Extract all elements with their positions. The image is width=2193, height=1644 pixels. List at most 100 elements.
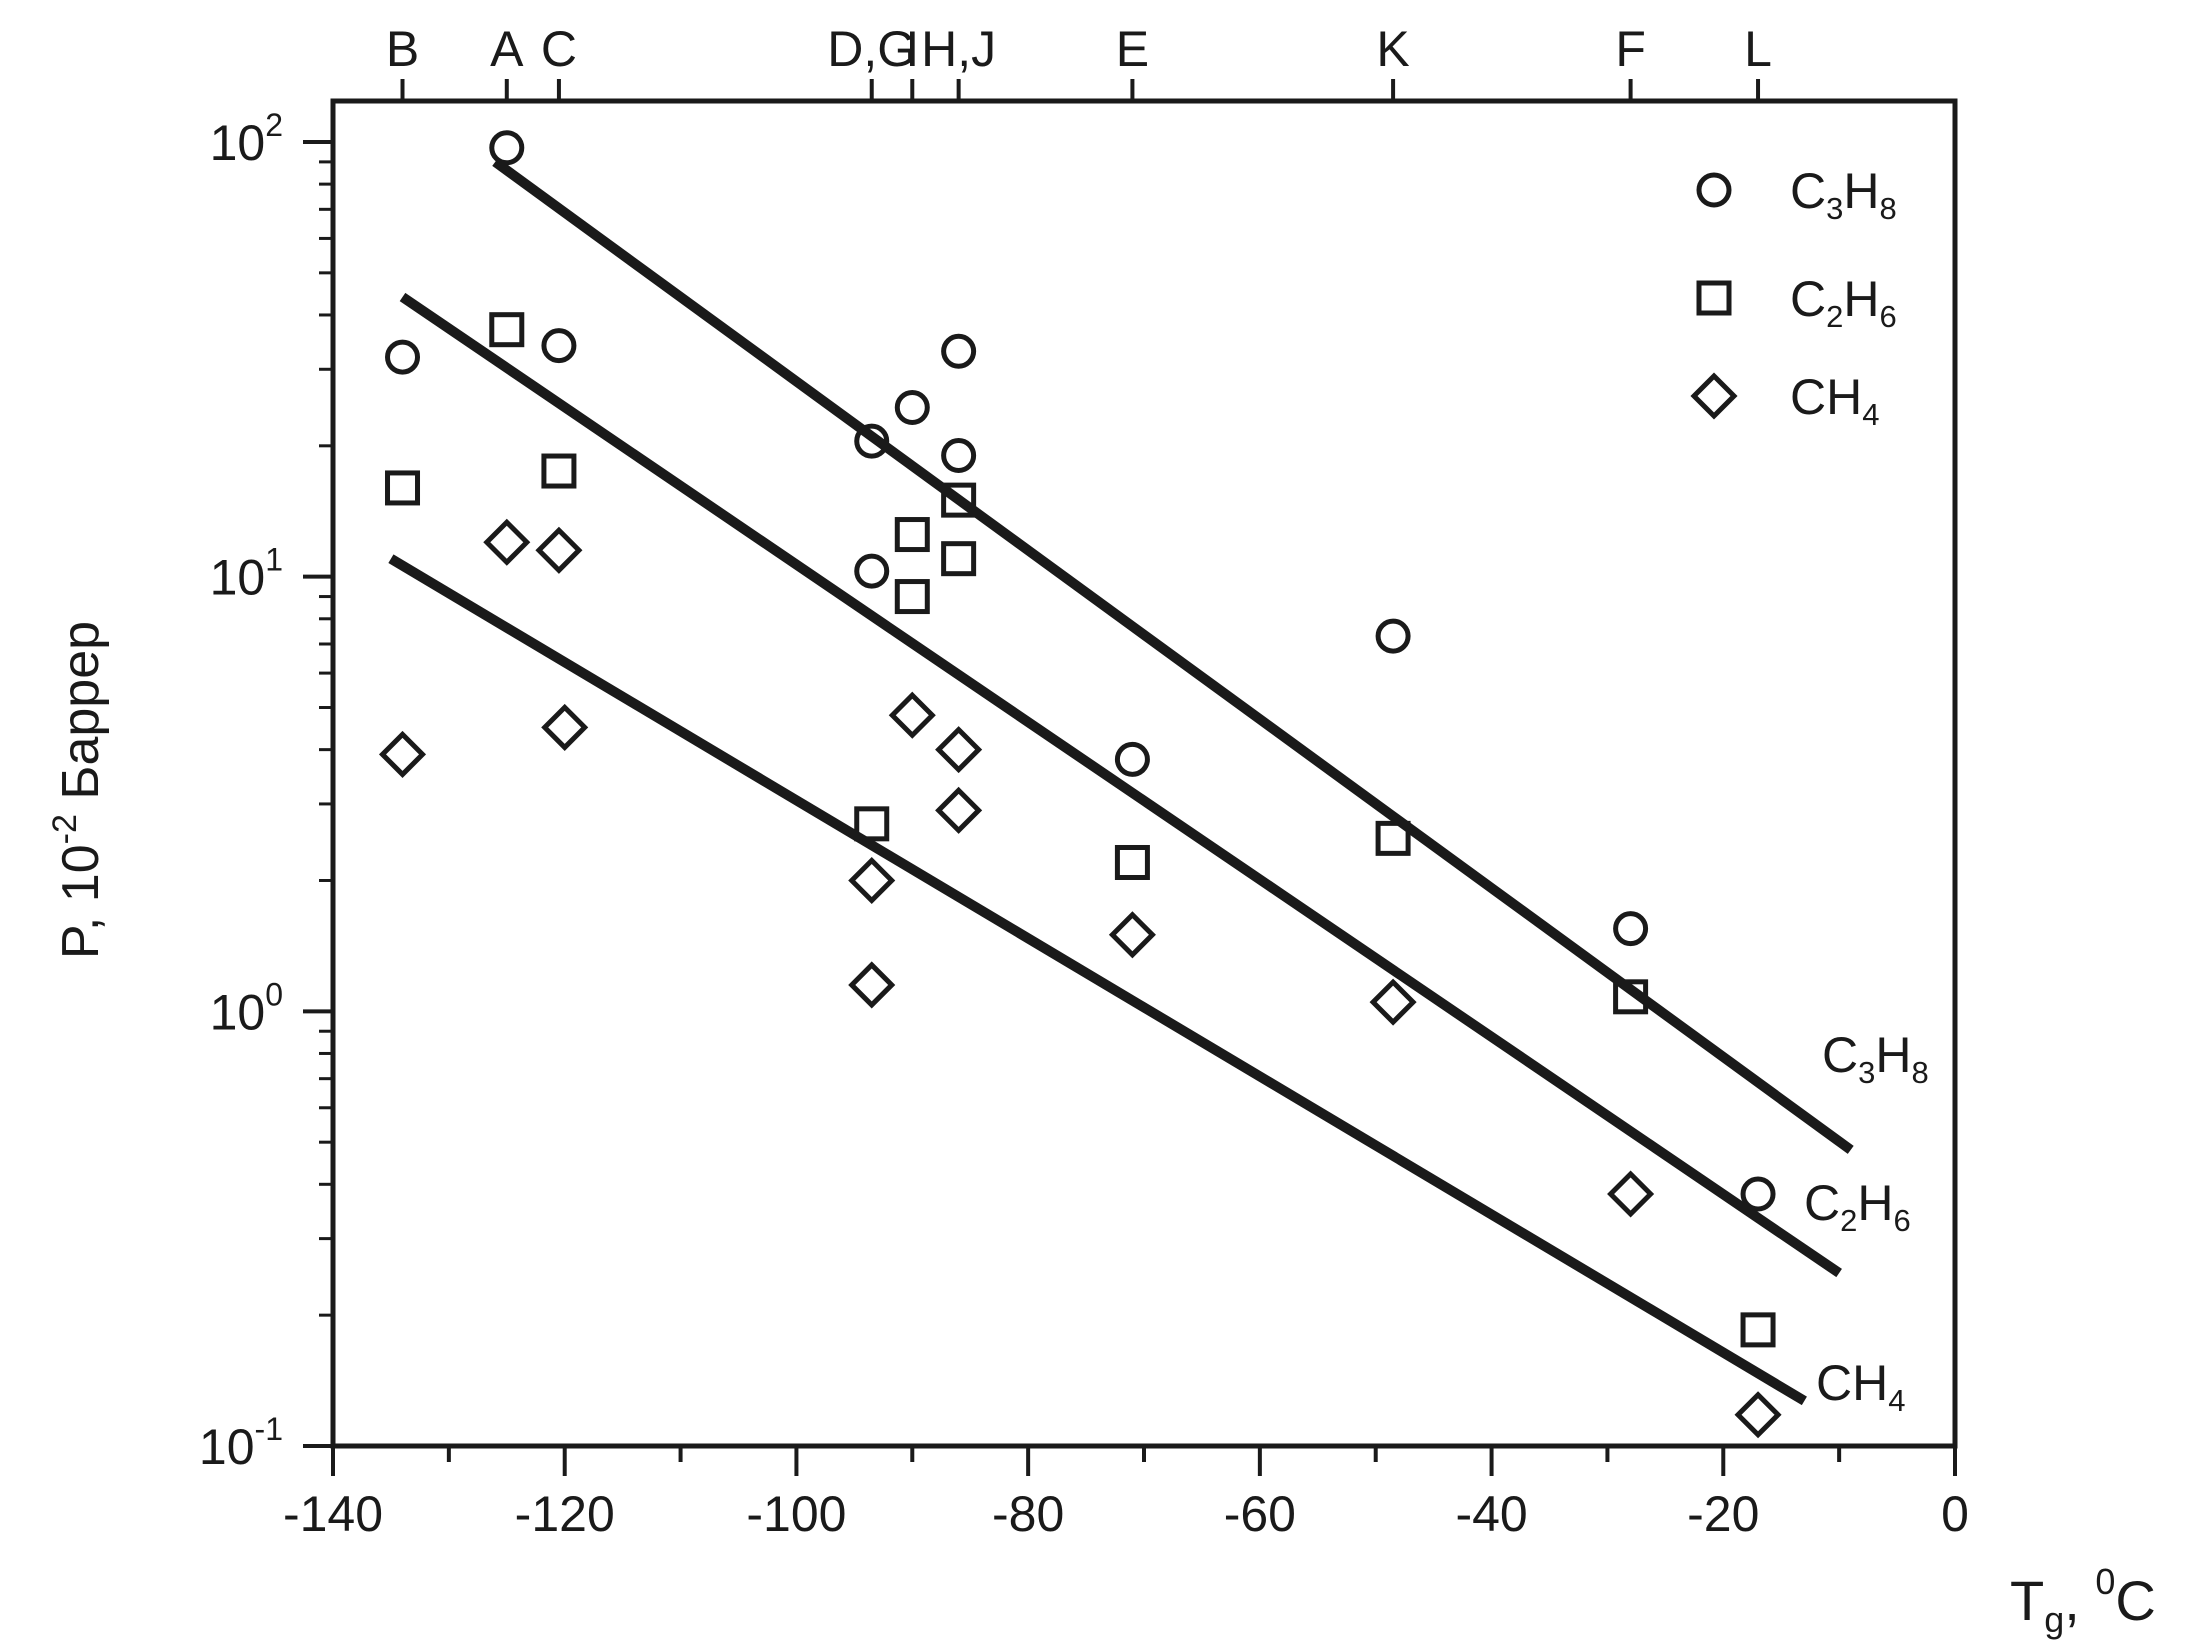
- x-title-sup: 0: [2095, 1561, 2115, 1602]
- y-tick-label: 100: [210, 976, 283, 1040]
- top-polymer-label: A: [490, 21, 524, 77]
- point-C2H6: [1613, 979, 1649, 1015]
- fit-label-C3H8: C3H8: [1822, 1027, 1929, 1090]
- point-C3H8: [894, 390, 930, 426]
- point-C2H6: [854, 806, 890, 842]
- legend-label-circle-base: C: [1790, 163, 1826, 219]
- y-tick-base: 10: [199, 1419, 255, 1475]
- fit-line-C2H6: [399, 292, 1842, 1278]
- y-tick-base: 10: [210, 115, 266, 171]
- point-C3H8: [541, 328, 577, 364]
- point-C2H6: [1375, 820, 1411, 856]
- fit-label-C3H8-base: C: [1822, 1027, 1858, 1083]
- point-C3H8: [385, 339, 421, 375]
- point-C3H8: [489, 130, 525, 166]
- top-polymer-label: F: [1615, 21, 1646, 77]
- y-title-main: P, 10: [52, 844, 110, 959]
- legend-label-square-mid: H: [1843, 271, 1879, 327]
- y-tick-label: 10-1: [199, 1411, 283, 1475]
- fit-line-CH4: [388, 554, 1807, 1406]
- point-C2H6: [894, 517, 930, 553]
- legend-label-square: C2H6: [1790, 271, 1897, 334]
- legend-label-circle: C3H8: [1790, 163, 1897, 226]
- legend-marker-circle: [1696, 172, 1732, 208]
- fit-line-C3H8: [492, 157, 1854, 1154]
- legend-label-square-sub1: 2: [1826, 299, 1843, 334]
- point-C3H8: [941, 438, 977, 474]
- y-tick-label: 101: [210, 542, 283, 606]
- x-tick-label: -80: [992, 1486, 1064, 1542]
- y-tick-base: 10: [210, 984, 266, 1040]
- legend-marker-diamond: [1690, 372, 1738, 420]
- top-polymer-label: I: [905, 21, 919, 77]
- x-axis-title: Tg, 0C: [2010, 1561, 2156, 1640]
- fit-label-C2H6-sub1: 2: [1840, 1203, 1857, 1238]
- x-tick-label: -20: [1687, 1486, 1759, 1542]
- legend-label-diamond-base: CH: [1790, 369, 1862, 425]
- point-CH4: [535, 526, 583, 574]
- plot-frame: [330, 98, 1958, 1449]
- point-CH4: [935, 786, 983, 834]
- fit-label-CH4-base: CH: [1816, 1355, 1888, 1411]
- y-title-unit: Баррер: [52, 621, 110, 814]
- x-tick-label: 0: [1941, 1486, 1969, 1542]
- point-C3H8: [1613, 911, 1649, 947]
- point-CH4: [1108, 911, 1156, 959]
- point-CH4: [848, 856, 896, 905]
- point-CH4: [1734, 1391, 1782, 1439]
- fit-label-C2H6-base: C: [1804, 1175, 1840, 1231]
- point-C2H6: [385, 470, 421, 506]
- fit-label-C3H8-sub1: 3: [1858, 1055, 1875, 1090]
- x-title-sep: ,: [2064, 1569, 2080, 1632]
- point-C3H8: [1114, 741, 1150, 777]
- legend-label-diamond-sub1: 4: [1862, 397, 1879, 432]
- y-tick-exp: 1: [265, 542, 283, 578]
- point-C3H8: [1375, 618, 1411, 654]
- y-tick-label: 102: [210, 107, 283, 171]
- point-C2H6: [541, 453, 577, 489]
- y-tick-exp: -1: [255, 1411, 283, 1447]
- y-tick-exp: 0: [265, 976, 283, 1012]
- point-C2H6: [1740, 1312, 1776, 1348]
- x-title-main: T: [2010, 1569, 2044, 1632]
- point-CH4: [848, 961, 896, 1009]
- top-polymer-label: B: [386, 21, 419, 77]
- x-title-unit: C: [2115, 1569, 2155, 1632]
- point-CH4: [888, 691, 936, 739]
- fit-lines: [388, 157, 1854, 1406]
- legend-label-circle-mid: H: [1843, 163, 1879, 219]
- fit-label-CH4-sub1: 4: [1888, 1383, 1905, 1418]
- legend-label-circle-sub1: 3: [1826, 191, 1843, 226]
- fit-label-C2H6-mid: H: [1857, 1175, 1893, 1231]
- y-tick-base: 10: [210, 550, 266, 606]
- point-C2H6: [941, 541, 977, 577]
- x-title-sub: g: [2044, 1599, 2064, 1640]
- data-points: [378, 130, 1782, 1439]
- point-C3H8: [854, 423, 890, 459]
- y-title-sup: -2: [46, 814, 84, 844]
- y-axis-title: P, 10-2 Баррер: [46, 621, 110, 959]
- point-C2H6: [941, 482, 977, 518]
- point-CH4: [483, 518, 531, 566]
- axes-ticks: [303, 79, 1957, 1476]
- point-CH4: [541, 703, 589, 751]
- point-CH4: [935, 726, 983, 774]
- fit-label-C2H6: C2H6: [1804, 1175, 1911, 1238]
- y-tick-exp: 2: [265, 107, 283, 143]
- top-polymer-label: C: [541, 21, 577, 77]
- x-tick-label: -100: [746, 1486, 846, 1542]
- fit-label-C2H6-sub2: 6: [1893, 1203, 1910, 1238]
- top-polymer-label: E: [1116, 21, 1149, 77]
- point-C3H8: [854, 553, 890, 589]
- point-C3H8: [941, 333, 977, 369]
- x-tick-label: -120: [515, 1486, 615, 1542]
- top-polymer-label: K: [1376, 21, 1409, 77]
- point-C2H6: [489, 312, 525, 348]
- legend-label-square-sub2: 6: [1879, 299, 1896, 334]
- point-C3H8: [1740, 1176, 1776, 1212]
- x-tick-label: -40: [1455, 1486, 1527, 1542]
- legend-label-circle-sub2: 8: [1879, 191, 1896, 226]
- top-polymer-label: L: [1744, 21, 1772, 77]
- point-CH4: [1607, 1170, 1655, 1218]
